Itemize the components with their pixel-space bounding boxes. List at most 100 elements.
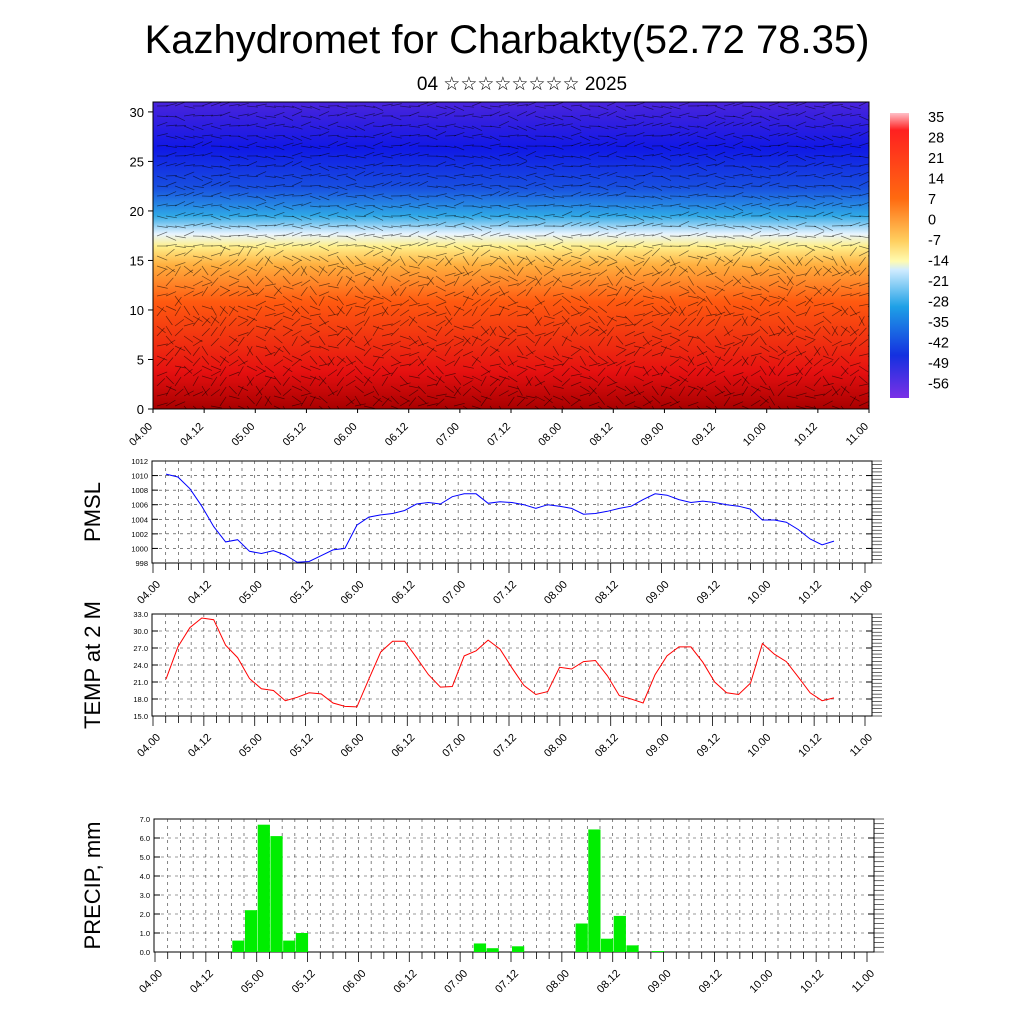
wind-barb	[615, 247, 624, 257]
wind-barb	[165, 225, 177, 228]
wind-barb	[417, 123, 429, 127]
wind-barb	[210, 204, 222, 207]
wind-barb	[768, 225, 780, 231]
wind-barb	[309, 163, 321, 167]
wind-barb	[435, 320, 446, 327]
wind-barb	[318, 131, 330, 137]
wind-barb	[759, 295, 770, 302]
wind-barb	[615, 145, 628, 148]
wind-barb	[417, 257, 426, 267]
wind-barb	[354, 115, 366, 120]
wind-barb	[372, 285, 381, 295]
wind-barb	[237, 305, 249, 311]
wind-barb	[435, 376, 442, 387]
wind-barb	[219, 356, 227, 367]
wind-barb	[336, 165, 348, 170]
wind-barb	[858, 267, 867, 277]
wind-barb	[552, 326, 560, 337]
wind-barb	[543, 395, 553, 404]
wind-barb	[165, 204, 178, 207]
wind-barb	[642, 195, 654, 198]
wind-barb	[687, 162, 699, 167]
wind-barb	[327, 267, 336, 277]
wind-barb	[552, 162, 564, 167]
wind-barb	[696, 306, 703, 317]
wind-barb	[381, 245, 393, 251]
wind-barb	[210, 370, 221, 377]
wind-barb	[678, 195, 690, 199]
wind-barb	[849, 325, 857, 335]
wind-barb	[813, 231, 825, 237]
wind-barb	[606, 298, 616, 307]
wind-barb	[831, 388, 841, 397]
wind-barb	[714, 121, 726, 127]
wind-barb	[336, 276, 343, 287]
wind-barb	[768, 295, 780, 300]
wind-barb	[471, 102, 483, 107]
wind-barb	[570, 132, 582, 137]
wind-barb	[156, 358, 166, 367]
wind-barb	[831, 232, 843, 237]
wind-barb	[471, 115, 483, 119]
wind-barb	[660, 105, 672, 109]
wind-barb	[282, 242, 294, 247]
wind-barb	[381, 181, 393, 187]
wind-barb	[840, 293, 852, 297]
wind-barb	[246, 123, 258, 127]
wind-barb	[732, 185, 744, 189]
wind-barb	[318, 355, 327, 365]
wind-barb	[831, 255, 838, 266]
wind-barb	[327, 231, 339, 237]
wind-barb	[417, 173, 429, 177]
wind-barb	[453, 165, 465, 169]
wind-barb	[381, 333, 393, 337]
wind-barb	[750, 356, 757, 367]
wind-barb	[579, 114, 591, 117]
x-tick-label: 08.00	[542, 579, 570, 607]
wind-barb	[759, 325, 769, 335]
wind-barb	[318, 265, 328, 274]
wind-barb	[741, 295, 753, 301]
wind-barb	[651, 152, 663, 157]
wind-barb	[237, 234, 249, 237]
wind-barb	[543, 203, 555, 207]
wind-barb	[318, 395, 328, 404]
wind-barb	[687, 275, 694, 286]
wind-barb	[255, 135, 267, 140]
precip-bar	[588, 829, 601, 952]
wind-barb	[525, 377, 533, 387]
wind-barb	[453, 265, 463, 274]
wind-barb	[435, 326, 443, 337]
wind-barb	[327, 114, 339, 117]
wind-barb	[354, 185, 366, 190]
wind-barb	[777, 112, 789, 117]
wind-barb	[462, 183, 474, 187]
wind-barb	[462, 309, 472, 317]
wind-barb	[714, 182, 726, 187]
wind-barb	[345, 287, 353, 297]
y-tick-label: 1002	[131, 530, 148, 539]
y-tick-label: 30.0	[133, 627, 148, 636]
wind-barb	[435, 312, 447, 317]
wind-barb	[480, 105, 492, 110]
wind-barb	[732, 393, 744, 397]
wind-barb	[804, 385, 815, 392]
wind-barb	[390, 385, 401, 393]
wind-barb	[795, 273, 807, 277]
wind-barb	[624, 224, 637, 227]
wind-barb	[588, 387, 597, 397]
wind-barb	[516, 385, 523, 396]
y-tick-label: 5	[137, 352, 144, 367]
wind-barb	[768, 272, 780, 277]
wind-barb	[570, 280, 581, 287]
wind-barb	[174, 193, 186, 197]
wind-barb	[786, 380, 797, 387]
wind-barb	[714, 356, 722, 367]
wind-barb	[786, 358, 796, 367]
wind-barb	[183, 164, 195, 167]
wind-barb	[390, 405, 400, 409]
wind-barb	[273, 250, 284, 257]
wind-barb	[381, 266, 389, 277]
wind-barb	[264, 275, 274, 284]
wind-barb	[516, 397, 525, 407]
